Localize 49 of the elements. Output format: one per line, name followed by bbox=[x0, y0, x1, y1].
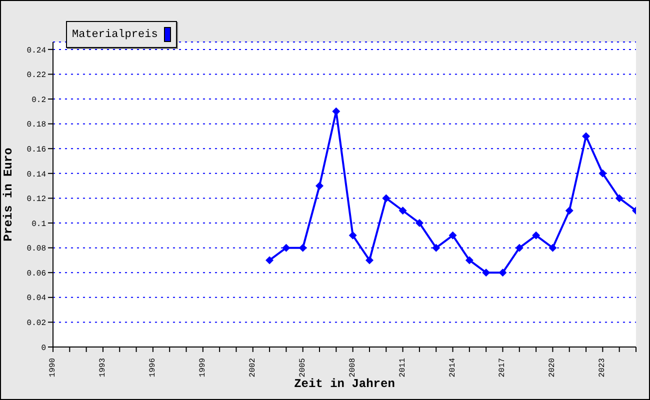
point bbox=[298, 244, 307, 252]
point bbox=[415, 219, 424, 228]
point bbox=[266, 256, 274, 264]
point bbox=[382, 194, 390, 202]
y-tick-label: 0.16 bbox=[26, 145, 46, 154]
point bbox=[565, 206, 574, 215]
x-tick-label: 2008 bbox=[348, 358, 358, 378]
y-tick-label: 0.1 bbox=[32, 220, 46, 229]
point bbox=[515, 244, 524, 252]
y-tick-label: 0.24 bbox=[26, 46, 46, 56]
y-tick-label: 0.02 bbox=[26, 319, 46, 328]
point bbox=[348, 231, 357, 240]
point bbox=[532, 231, 540, 240]
y-tick-label: 0.14 bbox=[26, 170, 46, 180]
point bbox=[448, 231, 457, 240]
y-tick-label: 0.18 bbox=[26, 120, 46, 130]
point bbox=[598, 169, 607, 178]
point bbox=[432, 244, 440, 252]
y-tick-label: 0 bbox=[41, 344, 46, 353]
x-tick-label: 2011 bbox=[398, 358, 408, 378]
point bbox=[582, 132, 590, 140]
point bbox=[548, 244, 557, 252]
point bbox=[615, 194, 624, 202]
x-tick-label: 2002 bbox=[248, 358, 258, 378]
x-tick-label: 1990 bbox=[48, 358, 58, 378]
y-tick-label: 0.06 bbox=[26, 269, 46, 278]
y-tick-label: 0.22 bbox=[26, 71, 46, 80]
point bbox=[465, 256, 474, 264]
x-tick-label: 1999 bbox=[198, 358, 208, 378]
x-axis-title: Zeit in Jahren bbox=[294, 377, 395, 391]
y-axis-title: Preis in Euro bbox=[1, 148, 16, 242]
x-tick-label: 2014 bbox=[448, 358, 458, 378]
x-tick-label: 2017 bbox=[498, 358, 508, 378]
point bbox=[398, 206, 407, 215]
point bbox=[282, 244, 290, 252]
x-tick-label: 2020 bbox=[548, 358, 558, 378]
point bbox=[316, 182, 324, 190]
x-tick-label: 2023 bbox=[598, 358, 608, 378]
x-tick-label: 1996 bbox=[148, 358, 158, 378]
point bbox=[482, 268, 490, 277]
y-tick-label: 0.04 bbox=[26, 294, 46, 304]
point bbox=[498, 268, 507, 277]
x-tick-label: 2005 bbox=[298, 358, 308, 378]
legend-label: Materialpreis bbox=[72, 28, 158, 40]
x-tick-label: 1993 bbox=[98, 358, 108, 378]
point bbox=[365, 256, 374, 264]
y-tick-label: 0.2 bbox=[32, 96, 46, 105]
y-tick-label: 0.12 bbox=[26, 195, 46, 204]
y-tick-label: 0.08 bbox=[26, 244, 46, 254]
